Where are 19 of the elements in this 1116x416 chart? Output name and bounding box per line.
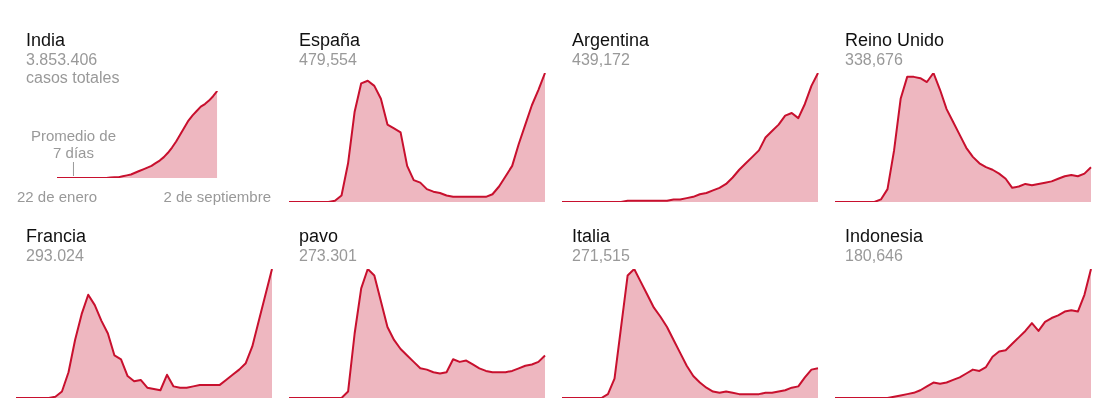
chart-title: pavo [299,226,340,247]
chart-title: Indonesia [845,226,925,247]
chart-subtitle: 180,646 [845,247,904,265]
chart-subtitle: 273.301 [299,247,358,265]
x-tick-label: 2 de septiembre [163,188,272,206]
chart-title: India [26,30,67,51]
x-tick-label: 22 de enero [17,188,98,206]
chart-subtitle: 338,676 [845,51,904,69]
chart-title: España [299,30,362,51]
chart-title: Argentina [572,30,651,51]
chart-subtitle: 479,554 [299,51,358,69]
chart-subtitle: 293.024 [26,247,85,265]
chart-subtitle: 271,515 [572,247,631,265]
chart-title: Francia [26,226,88,247]
chart-subtitle: 3.853.406 casos totales [26,51,121,87]
chart-title: Reino Unido [845,30,946,51]
chart-title: Italia [572,226,612,247]
annotation: Promedio de 7 días [30,127,116,161]
chart-subtitle: 439,172 [572,51,631,69]
